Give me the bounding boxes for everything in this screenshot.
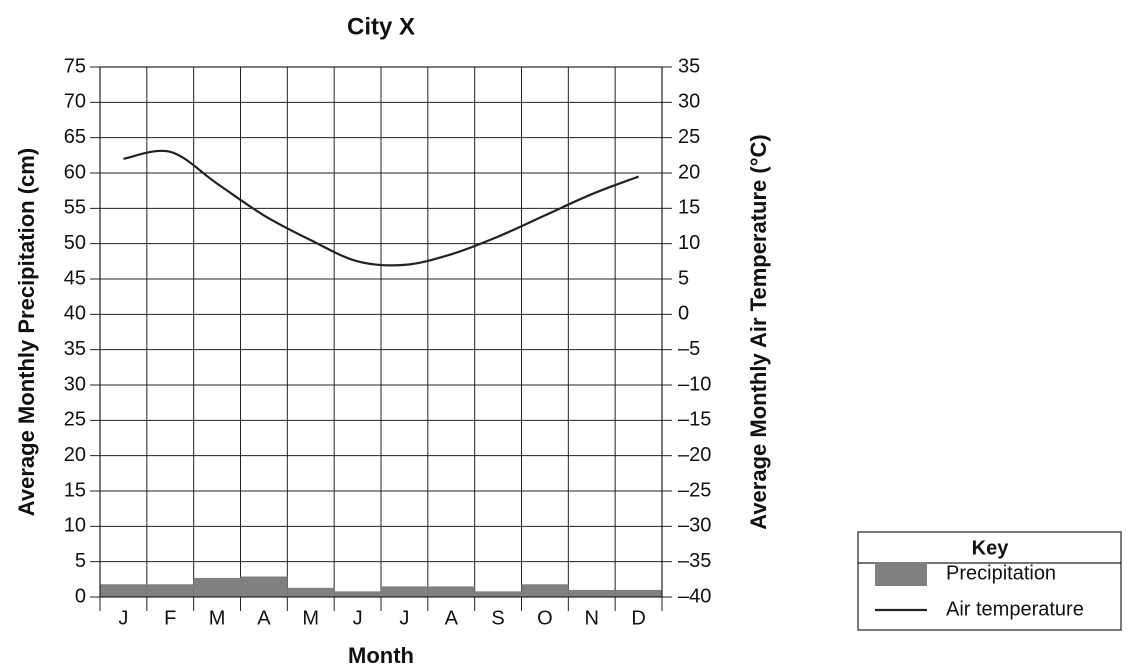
x-tick-label: D <box>631 607 645 629</box>
line <box>123 149 639 267</box>
y-tick-label: 50 <box>64 232 86 254</box>
y2-tick-label: –35 <box>678 550 711 572</box>
x-tick-label: J <box>399 607 409 629</box>
y-tick-label: 40 <box>64 303 86 325</box>
bar <box>474 591 522 597</box>
y-tick-label: 20 <box>64 444 86 466</box>
y-tick-label: 60 <box>64 161 86 183</box>
bar <box>334 591 381 597</box>
y2-tick-label: –20 <box>678 444 711 466</box>
y-tick-label: 35 <box>64 338 86 360</box>
x-tick-label: N <box>585 607 599 629</box>
bar <box>100 584 147 597</box>
chart-title: City X <box>347 13 415 40</box>
x-tick-label: J <box>353 607 363 629</box>
bar <box>381 586 428 597</box>
bar <box>568 589 616 597</box>
y2-tick-label: –30 <box>678 515 711 537</box>
x-tick-label: O <box>537 607 553 629</box>
y2-tick-label: –15 <box>678 409 711 431</box>
y2-tick-label: 35 <box>678 55 700 77</box>
y2-tick-label: –25 <box>678 479 711 501</box>
x-tick-label: M <box>209 607 226 629</box>
bar <box>240 576 288 597</box>
bar <box>427 586 475 597</box>
legend-label: Precipitation <box>946 562 1056 584</box>
x-tick-label: F <box>164 607 176 629</box>
y2-tick-label: 0 <box>678 303 689 325</box>
y-tick-label: 70 <box>64 91 86 113</box>
y-tick-label: 0 <box>75 585 86 607</box>
x-tick-label: A <box>257 607 271 629</box>
y-tick-label: 55 <box>64 197 86 219</box>
legend-box <box>857 531 1122 631</box>
legend-title: Key <box>972 537 1010 559</box>
y2-tick-label: 15 <box>678 197 700 219</box>
bar <box>146 584 194 597</box>
y2-axis-label: Average Monthly Air Temperature (°C) <box>746 134 771 530</box>
y-tick-label: 15 <box>64 479 86 501</box>
legend: Key <box>857 531 1122 631</box>
y2-tick-label: 20 <box>678 161 700 183</box>
bar <box>521 584 569 597</box>
x-tick-label: J <box>118 607 128 629</box>
x-tick-label: A <box>445 607 459 629</box>
y-tick-label: 45 <box>64 267 86 289</box>
y2-tick-label: 10 <box>678 232 700 254</box>
y2-tick-label: 25 <box>678 126 700 148</box>
y-tick-label: 10 <box>64 515 86 537</box>
y-tick-label: 25 <box>64 409 86 431</box>
y-tick-label: 5 <box>75 550 86 572</box>
bar <box>193 577 241 597</box>
x-tick-label: S <box>491 607 504 629</box>
y-tick-label: 65 <box>64 126 86 148</box>
bar <box>287 587 335 597</box>
plot-frame <box>99 66 663 598</box>
y-tick-label: 75 <box>64 55 86 77</box>
x-tick-label: M <box>302 607 319 629</box>
y2-tick-label: –5 <box>678 338 700 360</box>
y-tick-label: 30 <box>64 373 86 395</box>
y2-tick-label: 5 <box>678 267 689 289</box>
legend-swatch <box>875 562 927 586</box>
y2-tick-label: –40 <box>678 585 711 607</box>
y2-tick-label: –10 <box>678 373 711 395</box>
y-axis-label: Average Monthly Precipitation (cm) <box>14 148 39 516</box>
x-axis-label: Month <box>348 643 414 668</box>
bar <box>615 589 662 597</box>
legend-label: Air temperature <box>946 598 1084 620</box>
y2-tick-label: 30 <box>678 91 700 113</box>
